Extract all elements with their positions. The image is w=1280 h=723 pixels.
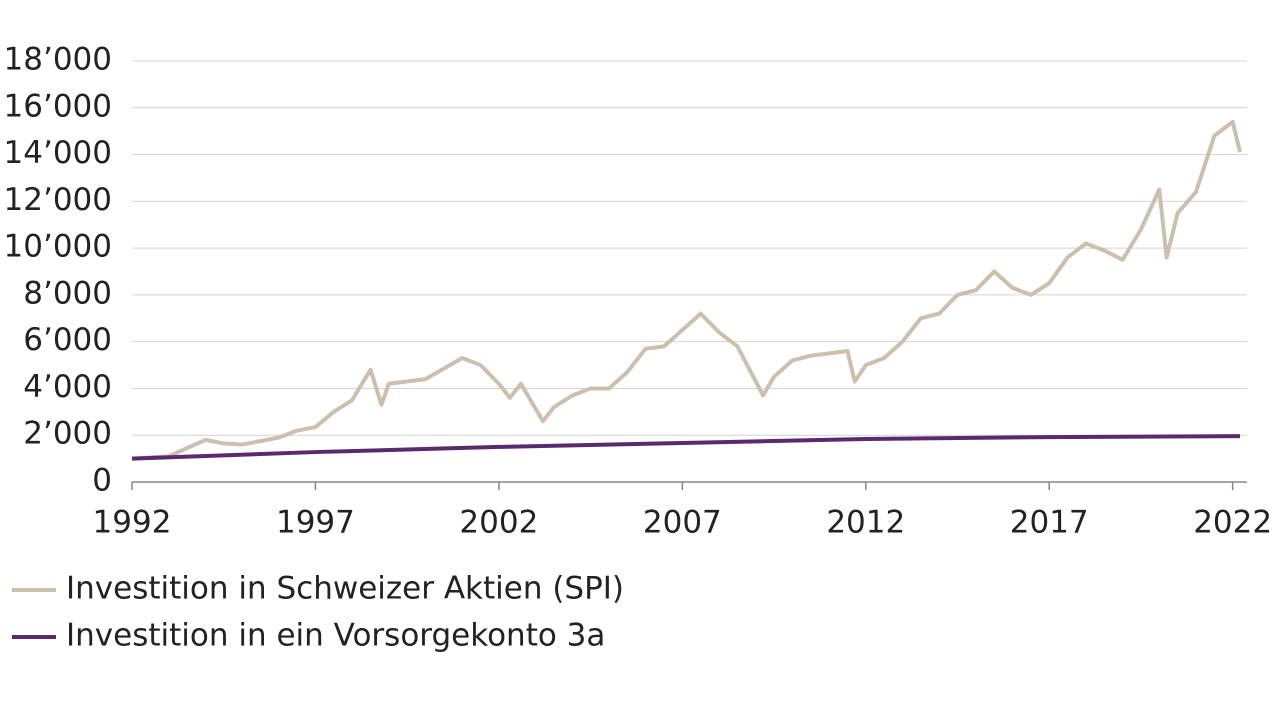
- x-tick-label: 2022: [1193, 505, 1272, 541]
- y-tick-label: 6’000: [23, 322, 112, 358]
- y-tick-label: 10’000: [4, 229, 112, 265]
- y-tick-label: 16’000: [4, 88, 112, 124]
- legend-label: Investition in Schweizer Aktien (SPI): [66, 571, 624, 607]
- y-tick-label: 12’000: [4, 182, 112, 218]
- x-tick-label: 2012: [826, 505, 905, 541]
- y-tick-label: 14’000: [4, 135, 112, 171]
- y-tick-label: 0: [92, 463, 112, 499]
- legend-label: Investition in ein Vorsorgekonto 3a: [66, 618, 605, 654]
- y-tick-label: 8’000: [23, 275, 112, 311]
- y-tick-label: 2’000: [23, 416, 112, 452]
- x-tick-label: 2017: [1010, 505, 1089, 541]
- x-tick-label: 1997: [276, 505, 355, 541]
- series-line: [131, 119, 1242, 461]
- y-tick-label: 18’000: [4, 42, 112, 78]
- x-tick-label: 2002: [459, 505, 538, 541]
- x-tick-label: 2007: [643, 505, 722, 541]
- y-tick-label: 4’000: [23, 369, 112, 405]
- x-tick-label: 1992: [93, 505, 172, 541]
- series-line: [131, 434, 1241, 461]
